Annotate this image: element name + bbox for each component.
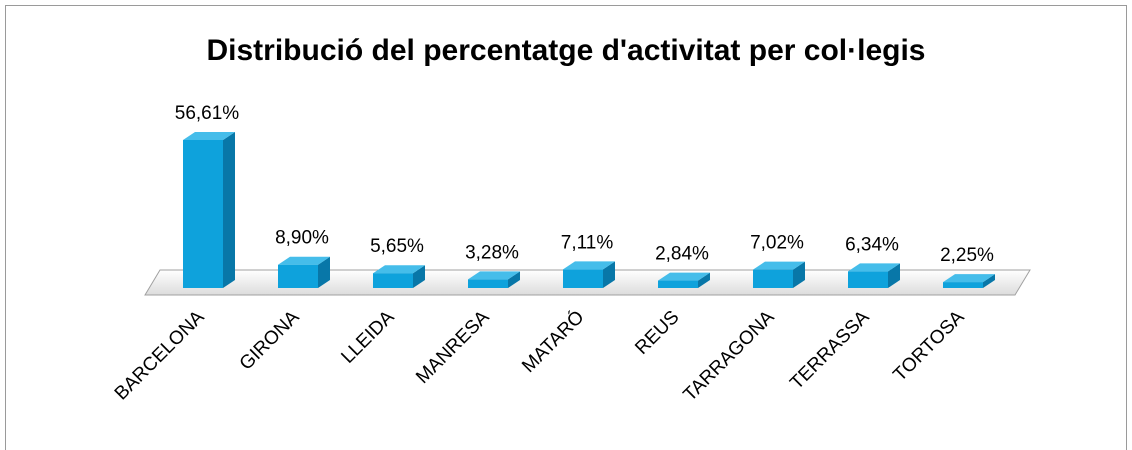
data-label: 2,25% <box>940 245 994 266</box>
bar-top <box>848 263 900 272</box>
bar-side <box>983 274 995 288</box>
bar-side <box>793 261 805 288</box>
bar-top <box>468 271 520 280</box>
bar-top <box>658 272 710 281</box>
data-label: 56,61% <box>175 103 240 124</box>
bar <box>563 269 603 288</box>
chart-border <box>5 5 1127 450</box>
data-label: 7,02% <box>750 233 804 254</box>
data-label: 7,11% <box>561 232 614 253</box>
bar <box>373 273 413 288</box>
bar <box>468 279 508 288</box>
bar-top <box>183 132 235 140</box>
bar-side <box>508 271 520 288</box>
bar-side <box>888 263 900 288</box>
data-label: 3,28% <box>465 242 519 263</box>
bar <box>943 282 983 288</box>
data-label: 2,84% <box>655 244 709 265</box>
bar-top <box>753 261 805 270</box>
bar <box>753 269 793 288</box>
bar-top <box>943 274 995 283</box>
bar-top <box>278 256 330 265</box>
chart-title: Distribució del percentatge d'activitat … <box>207 34 926 67</box>
bar-side <box>223 132 235 288</box>
data-label: 8,90% <box>275 228 329 249</box>
bar-side <box>413 265 425 288</box>
data-label: 6,34% <box>845 234 899 255</box>
bar <box>848 271 888 288</box>
data-label: 5,65% <box>370 236 424 257</box>
bar <box>658 280 698 288</box>
bar-side <box>603 261 615 288</box>
bar <box>278 264 318 288</box>
bar-side <box>318 256 330 288</box>
bar <box>183 140 223 288</box>
bar-top <box>563 261 615 270</box>
bar-side <box>698 272 710 288</box>
bar-top <box>373 265 425 274</box>
